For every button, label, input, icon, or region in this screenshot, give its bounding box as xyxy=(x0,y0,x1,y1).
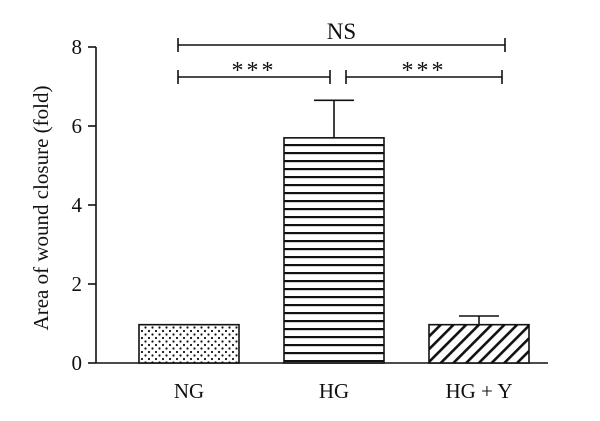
y-axis-label: Area of wound closure (fold) xyxy=(29,86,53,331)
error-bars xyxy=(314,99,499,325)
x-tick-label: HG xyxy=(319,379,349,403)
y-tick-label: 2 xyxy=(72,272,83,296)
bars xyxy=(138,137,530,364)
y-axis: 0 2 4 6 8 xyxy=(72,35,97,375)
y-tick-label: 6 xyxy=(72,114,83,138)
x-tick-label: NG xyxy=(174,379,204,403)
x-tick-label: HG + Y xyxy=(445,379,512,403)
significance-label: *** xyxy=(402,58,447,84)
y-tick-label: 4 xyxy=(72,193,83,217)
significance-label: NS xyxy=(327,19,356,44)
bar xyxy=(428,323,530,364)
y-tick-label: 0 xyxy=(72,351,83,375)
bar xyxy=(283,137,385,364)
bar xyxy=(138,323,240,364)
y-tick-label: 8 xyxy=(72,35,83,59)
significance-brackets: NS *** *** xyxy=(177,19,506,84)
x-axis: NG HG HG + Y xyxy=(96,362,548,403)
significance-label: *** xyxy=(232,58,277,84)
